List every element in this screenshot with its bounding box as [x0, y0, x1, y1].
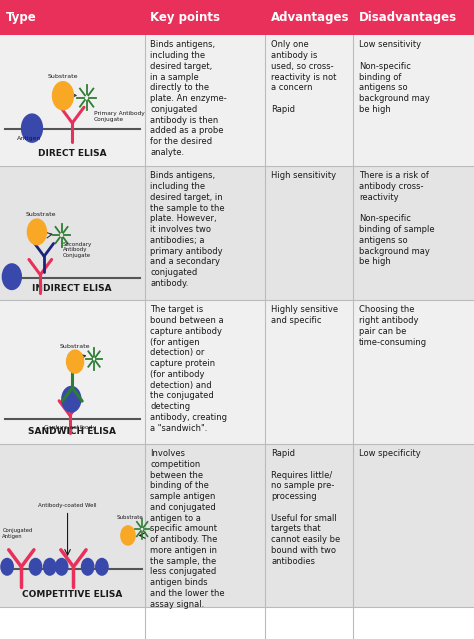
Circle shape	[29, 558, 42, 575]
Text: Rapid

Requires little/
no sample pre-
processing

Useful for small
targets that: Rapid Requires little/ no sample pre- pr…	[271, 449, 340, 566]
Text: Low sensitivity

Non-specific
binding of
antigens so
background may
be high: Low sensitivity Non-specific binding of …	[359, 40, 430, 114]
Text: DIRECT ELISA: DIRECT ELISA	[38, 150, 107, 158]
Text: Antigen: Antigen	[18, 136, 42, 141]
Circle shape	[62, 387, 81, 412]
Text: High sensitivity: High sensitivity	[271, 171, 336, 180]
Text: Binds antigens,
including the
desired target,
in a sample
directly to the
plate.: Binds antigens, including the desired ta…	[150, 40, 227, 157]
Circle shape	[96, 558, 108, 575]
Text: Substrate: Substrate	[48, 74, 78, 79]
Circle shape	[53, 82, 73, 110]
Text: Conjugated
Antigen: Conjugated Antigen	[2, 528, 33, 539]
Text: SANDWICH ELISA: SANDWICH ELISA	[28, 427, 116, 436]
Text: The target is
bound between a
capture antibody
(for antigen
detection) or
captur: The target is bound between a capture an…	[150, 305, 227, 433]
FancyBboxPatch shape	[0, 444, 474, 607]
Text: Involves
competition
between the
binding of the
sample antigen
and conjugated
an: Involves competition between the binding…	[150, 449, 225, 609]
Circle shape	[44, 558, 56, 575]
Text: Advantages: Advantages	[271, 11, 350, 24]
FancyBboxPatch shape	[0, 0, 474, 35]
Text: Primary Antibody
Conjugate: Primary Antibody Conjugate	[94, 111, 145, 122]
FancyBboxPatch shape	[0, 300, 474, 444]
Text: Disadvantages: Disadvantages	[359, 11, 457, 24]
Text: Choosing the
right antibody
pair can be
time-consuming: Choosing the right antibody pair can be …	[359, 305, 427, 347]
Circle shape	[121, 526, 135, 545]
FancyBboxPatch shape	[0, 166, 474, 300]
Text: INDIRECT ELISA: INDIRECT ELISA	[33, 284, 112, 293]
Circle shape	[27, 219, 46, 245]
Text: Low specificity: Low specificity	[359, 449, 420, 458]
Text: Substrate: Substrate	[26, 212, 56, 217]
Text: Secondary
Antibody
Conjugate: Secondary Antibody Conjugate	[63, 242, 92, 258]
Circle shape	[55, 558, 68, 575]
Text: Only one
antibody is
used, so cross-
reactivity is not
a concern

Rapid: Only one antibody is used, so cross- rea…	[271, 40, 337, 114]
Circle shape	[1, 558, 13, 575]
Circle shape	[21, 114, 42, 142]
Circle shape	[82, 558, 94, 575]
Text: There is a risk of
antibody cross-
reactivity

Non-specific
binding of sample
an: There is a risk of antibody cross- react…	[359, 171, 435, 266]
Text: Capture antibody: Capture antibody	[44, 425, 96, 430]
Text: Substrate: Substrate	[60, 344, 91, 349]
Circle shape	[66, 350, 83, 373]
Text: COMPETITIVE ELISA: COMPETITIVE ELISA	[22, 590, 122, 599]
Text: Key points: Key points	[150, 11, 220, 24]
Text: Type: Type	[6, 11, 36, 24]
FancyBboxPatch shape	[0, 35, 474, 166]
Text: Highly sensitive
and specific: Highly sensitive and specific	[271, 305, 338, 325]
Text: Antibody-coated Well: Antibody-coated Well	[38, 503, 97, 508]
Text: Binds antigens,
including the
desired target, in
the sample to the
plate. Howeve: Binds antigens, including the desired ta…	[150, 171, 225, 288]
Circle shape	[2, 264, 21, 289]
Text: Substrate: Substrate	[117, 514, 144, 520]
